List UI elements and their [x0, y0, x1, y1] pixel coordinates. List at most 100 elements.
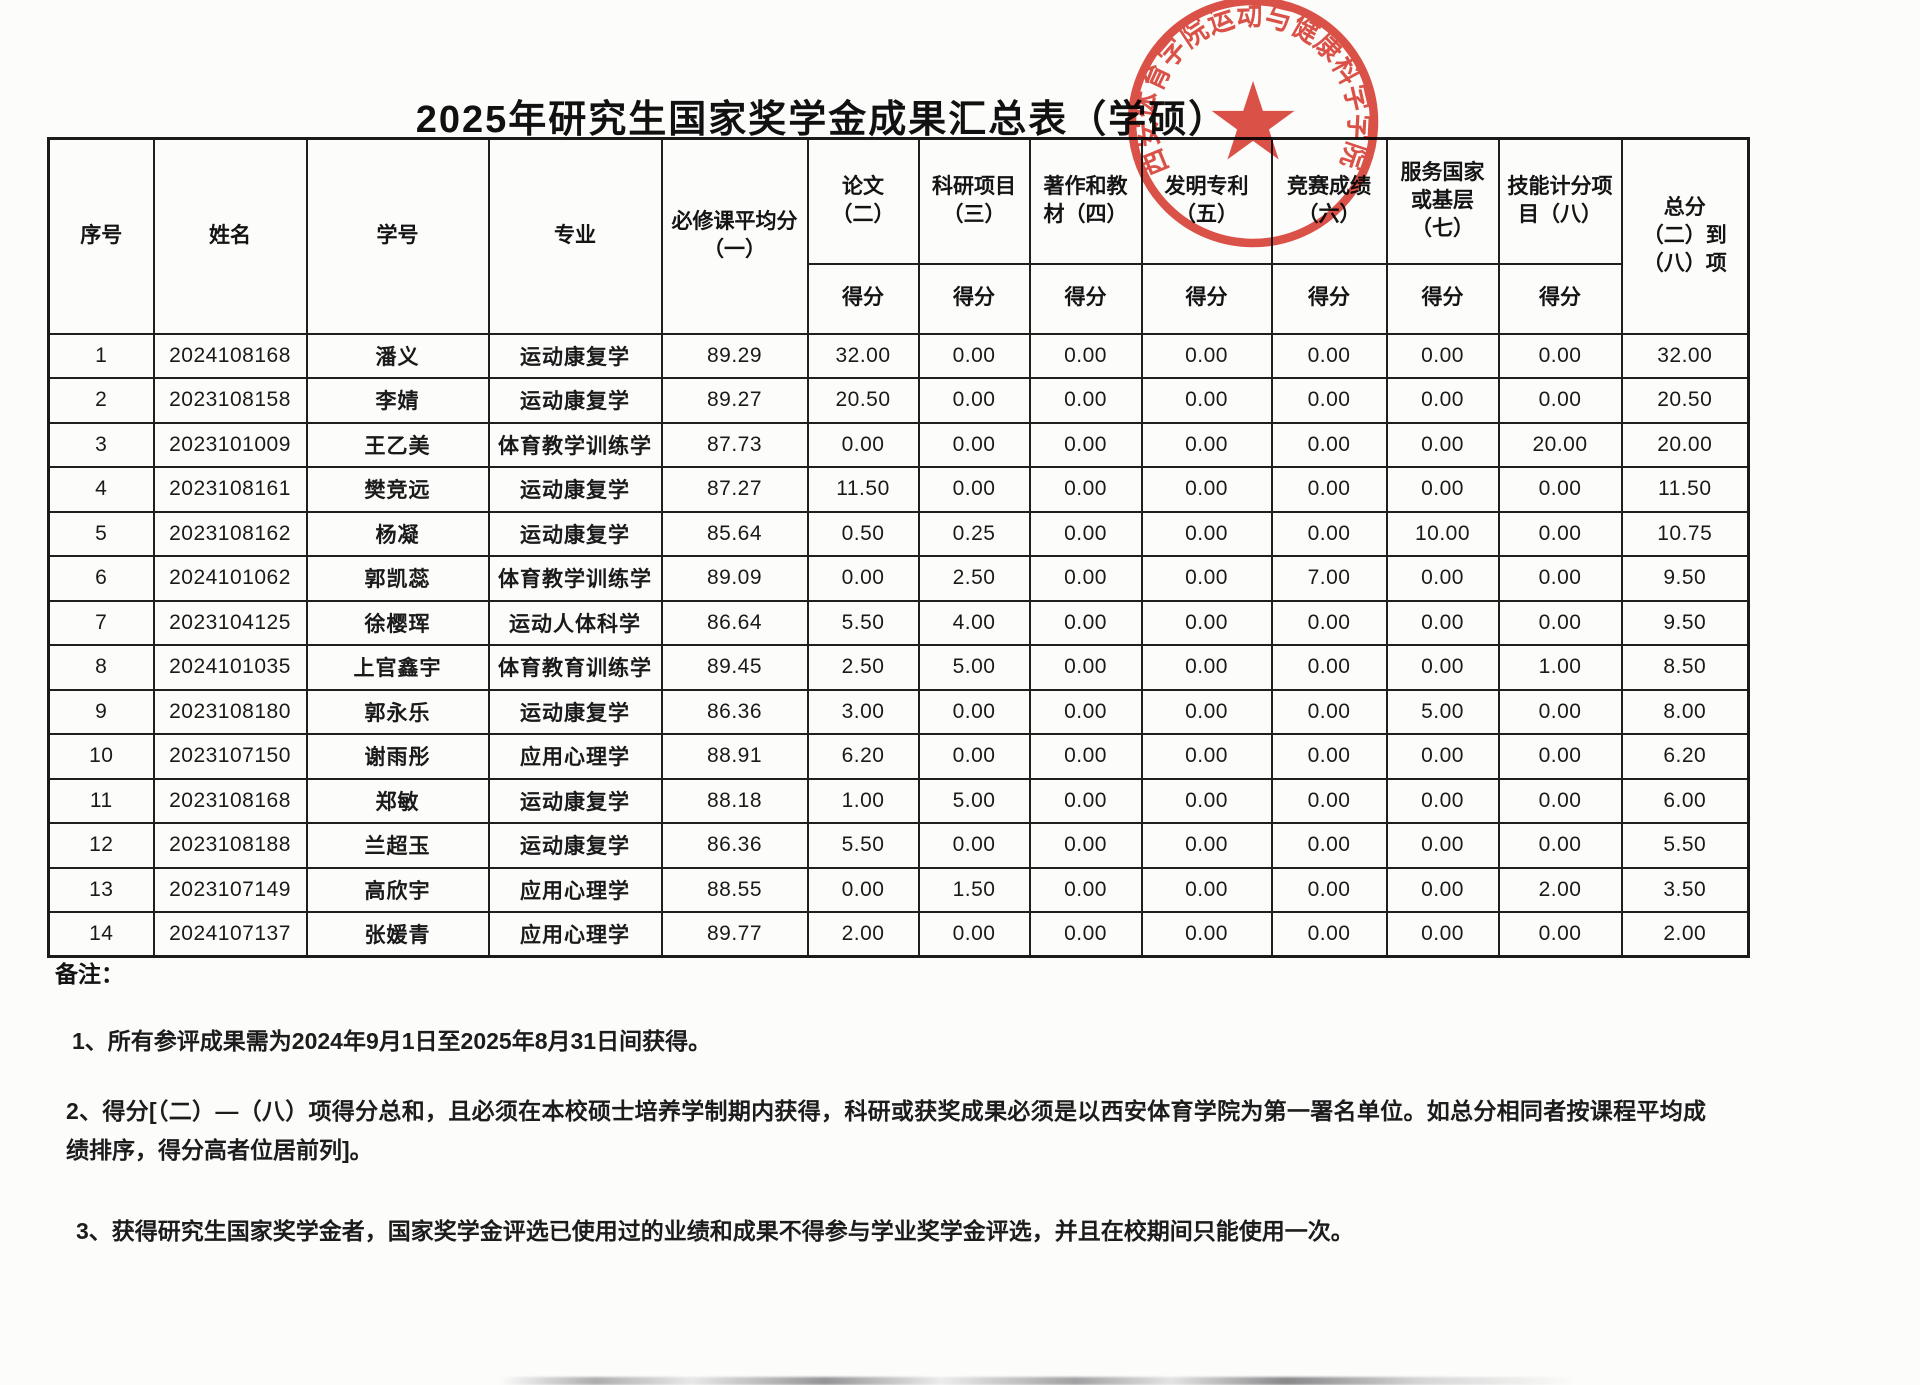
cell-score-competition: 0.00: [1270, 777, 1388, 824]
header-books: 著作和教 材（四）: [1028, 137, 1143, 265]
cell-major: 体育教学训练学: [487, 555, 663, 602]
cell-score-patent: 0.00: [1140, 866, 1273, 913]
cell-score-skill: 0.00: [1497, 332, 1623, 379]
table-row: 12 2023108188 兰超玉 运动康复学 86.36 5.50 0.00 0.00 0.0…: [47, 822, 1750, 869]
cell-score-service: 0.00: [1385, 377, 1500, 424]
cell-score-service: 0.00: [1385, 644, 1500, 691]
cell-score-patent: 0.00: [1140, 332, 1273, 379]
cell-name: 杨凝: [305, 510, 490, 557]
cell-score-paper: 1.00: [806, 777, 920, 824]
cell-score-paper: 2.00: [806, 911, 920, 958]
cell-score-service: 0.00: [1385, 421, 1500, 468]
cell-index: 5: [47, 510, 155, 557]
cell-score-books: 0.00: [1028, 510, 1143, 557]
cell-index: 4: [47, 466, 155, 513]
cell-score-competition: 0.00: [1270, 377, 1388, 424]
cell-score-research: 0.00: [917, 421, 1031, 468]
cell-score-research: 0.00: [917, 377, 1031, 424]
cell-index: 1: [47, 332, 155, 379]
cell-score-research: 0.00: [917, 332, 1031, 379]
cell-student-id: 2023108188: [152, 822, 308, 869]
table-row: 13 2023107149 高欣宇 应用心理学 88.55 0.00 1.50 0.00 0.0…: [47, 866, 1750, 913]
cell-major: 体育教育训练学: [487, 644, 663, 691]
cell-score-research: 2.50: [917, 555, 1031, 602]
subheader-score-skill: 得分: [1497, 262, 1623, 335]
cell-score-competition: 0.00: [1270, 822, 1388, 869]
cell-score-paper: 32.00: [806, 332, 920, 379]
cell-score-patent: 0.00: [1140, 599, 1273, 646]
cell-score-books: 0.00: [1028, 421, 1143, 468]
cell-name: 高欣宇: [305, 866, 490, 913]
note-3: 3、获得研究生国家奖学金者，国家奖学金评选已使用过的业绩和成果不得参与学业奖学金…: [76, 1218, 1354, 1244]
cell-name: 李婧: [305, 377, 490, 424]
cell-score-skill: 0.00: [1497, 911, 1623, 958]
cell-avg-score: 86.64: [660, 599, 809, 646]
cell-index: 14: [47, 911, 155, 958]
cell-score-patent: 0.00: [1140, 421, 1273, 468]
table-row: 9 2023108180 郭永乐 运动康复学 86.36 3.00 0.00 0.00 0.00…: [47, 688, 1750, 735]
cell-student-id: 2023108161: [152, 466, 308, 513]
cell-total: 2.00: [1620, 911, 1750, 958]
cell-total: 9.50: [1620, 555, 1750, 602]
cell-index: 13: [47, 866, 155, 913]
cell-score-patent: 0.00: [1140, 466, 1273, 513]
cell-name: 郭永乐: [305, 688, 490, 735]
cell-major: 应用心理学: [487, 733, 663, 780]
cell-score-competition: 0.00: [1270, 866, 1388, 913]
header-name: 姓名: [152, 137, 308, 335]
cell-score-books: 0.00: [1028, 688, 1143, 735]
cell-name: 王乙美: [305, 421, 490, 468]
header-skill: 技能计分项 目（八）: [1497, 137, 1623, 265]
cell-avg-score: 89.77: [660, 911, 809, 958]
cell-score-paper: 20.50: [806, 377, 920, 424]
cell-total: 6.00: [1620, 777, 1750, 824]
cell-score-paper: 0.00: [806, 555, 920, 602]
table-row: 2 2023108158 李婧 运动康复学 89.27 20.50 0.00 0.00 0.00…: [47, 377, 1750, 424]
note-2: 2、得分[（二）—（八）项得分总和，且必须在本校硕士培养学制期内获得，科研或获奖…: [66, 1098, 1706, 1164]
header-research: 科研项目 （三）: [917, 137, 1031, 265]
cell-student-id: 2024107137: [152, 911, 308, 958]
table-body: 1 2024108168 潘义 运动康复学 89.29 32.00 0.00 0.00 0.00…: [47, 332, 1750, 958]
note-1: 1、所有参评成果需为2024年9月1日至2025年8月31日间获得。: [72, 1028, 712, 1054]
cell-avg-score: 86.36: [660, 822, 809, 869]
table-row: 7 2023104125 徐樱珲 运动人体科学 86.64 5.50 4.00 0.00 0.0…: [47, 599, 1750, 646]
cell-score-patent: 0.00: [1140, 733, 1273, 780]
header-student-id: 学号: [305, 137, 490, 335]
cell-avg-score: 87.73: [660, 421, 809, 468]
cell-score-paper: 6.20: [806, 733, 920, 780]
cell-score-patent: 0.00: [1140, 555, 1273, 602]
subheader-score-competition: 得分: [1270, 262, 1388, 335]
cell-score-service: 5.00: [1385, 688, 1500, 735]
table-row: 8 2024101035 上官鑫宇 体育教育训练学 89.45 2.50 5.00 0.00 0…: [47, 644, 1750, 691]
cell-score-skill: 0.00: [1497, 510, 1623, 557]
cell-score-paper: 11.50: [806, 466, 920, 513]
cell-avg-score: 89.27: [660, 377, 809, 424]
header-total: 总分 （二）到 （八）项: [1620, 137, 1750, 335]
cell-avg-score: 88.18: [660, 777, 809, 824]
cell-score-skill: 0.00: [1497, 599, 1623, 646]
cell-avg-score: 89.09: [660, 555, 809, 602]
cell-major: 应用心理学: [487, 866, 663, 913]
cell-score-research: 5.00: [917, 644, 1031, 691]
cell-student-id: 2023101009: [152, 421, 308, 468]
cell-name: 徐樱珲: [305, 599, 490, 646]
cell-name: 潘义: [305, 332, 490, 379]
cell-student-id: 2023108168: [152, 777, 308, 824]
cell-avg-score: 89.45: [660, 644, 809, 691]
cell-score-skill: 1.00: [1497, 644, 1623, 691]
cell-index: 12: [47, 822, 155, 869]
cell-score-books: 0.00: [1028, 777, 1143, 824]
cell-major: 运动康复学: [487, 332, 663, 379]
table-row: 5 2023108162 杨凝 运动康复学 85.64 0.50 0.25 0.00 0.00 0…: [47, 510, 1750, 557]
cell-index: 2: [47, 377, 155, 424]
cell-score-service: 10.00: [1385, 510, 1500, 557]
cell-avg-score: 88.55: [660, 866, 809, 913]
cell-major: 运动康复学: [487, 510, 663, 557]
header-competition: 竞赛成绩 （六）: [1270, 137, 1388, 265]
table-header: 序号 姓名 学号 专业 必修课平均分 （一） 论文 （二） 科研项目 （三） 著…: [47, 137, 1750, 335]
cell-major: 体育教学训练学: [487, 421, 663, 468]
cell-score-books: 0.00: [1028, 377, 1143, 424]
cell-avg-score: 86.36: [660, 688, 809, 735]
cell-score-books: 0.00: [1028, 466, 1143, 513]
cell-score-paper: 2.50: [806, 644, 920, 691]
